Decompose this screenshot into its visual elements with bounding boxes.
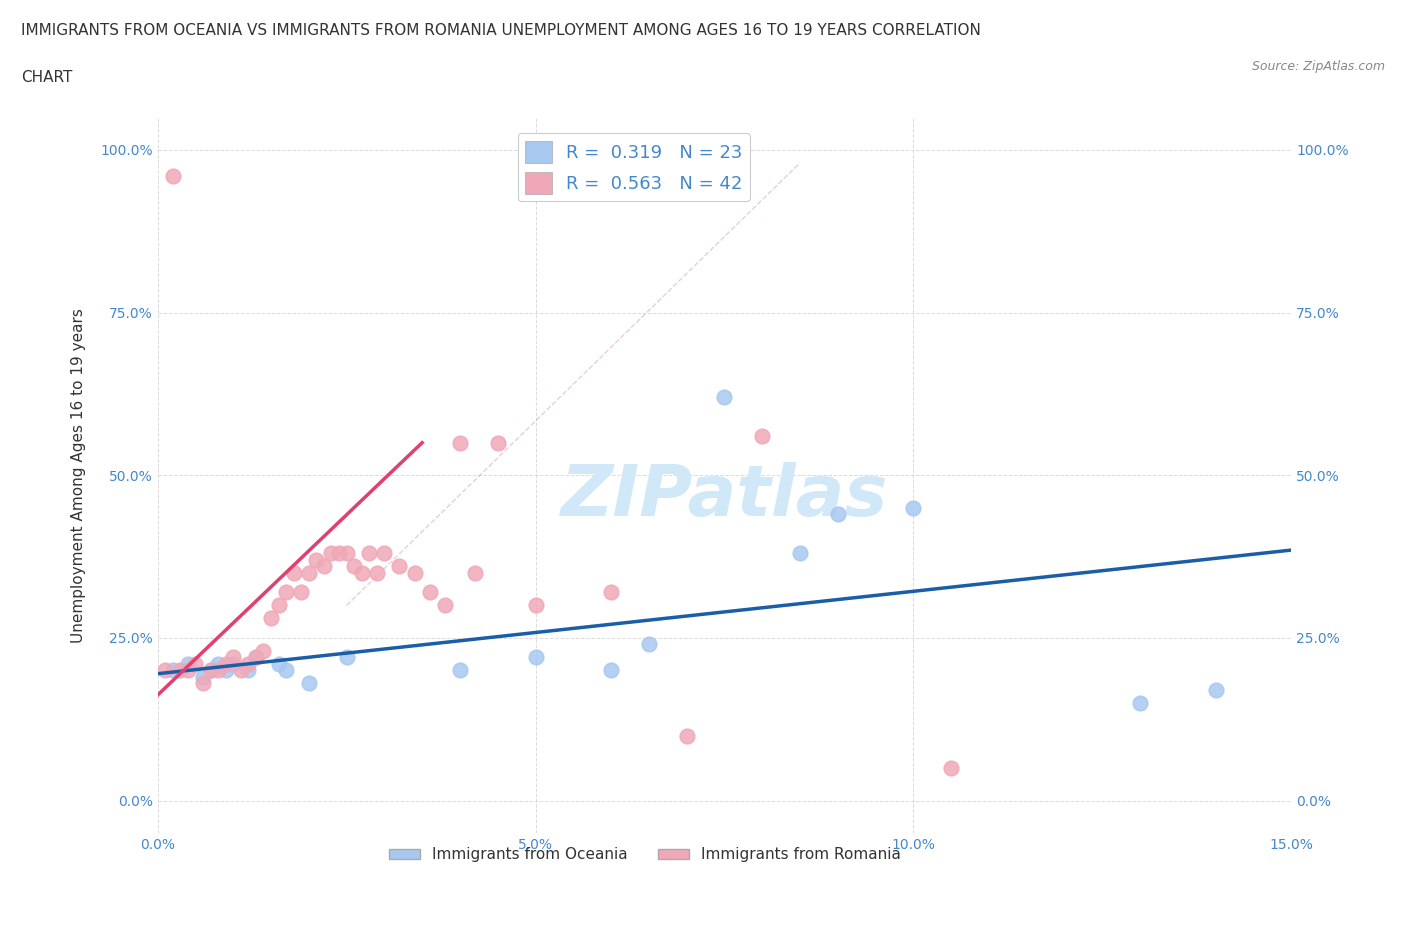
Point [449,663,471,678]
Point [238,657,260,671]
Point [600,663,623,678]
Point [600,585,623,600]
Point [464,565,486,580]
Point [245,650,267,665]
Point [191,676,214,691]
Point [162,168,184,183]
Point [267,598,290,613]
Point [941,761,963,776]
Point [789,546,811,561]
Point [214,663,236,678]
Point [388,559,411,574]
Y-axis label: Unemployment Among Ages 16 to 19 years: Unemployment Among Ages 16 to 19 years [72,308,86,643]
Point [252,644,274,658]
Point [290,585,312,600]
Point [222,657,245,671]
Point [184,657,207,671]
Point [153,663,176,678]
Point [903,500,925,515]
Text: IMMIGRANTS FROM OCEANIA VS IMMIGRANTS FROM ROMANIA UNEMPLOYMENT AMONG AGES 16 TO: IMMIGRANTS FROM OCEANIA VS IMMIGRANTS FR… [21,23,981,38]
Point [321,546,343,561]
Point [214,657,236,671]
Point [177,663,200,678]
Text: CHART: CHART [21,70,73,85]
Point [260,611,283,626]
Point [312,559,335,574]
Point [343,559,366,574]
Legend: Immigrants from Oceania, Immigrants from Romania: Immigrants from Oceania, Immigrants from… [384,842,907,869]
Point [229,663,252,678]
Point [675,728,697,743]
Point [207,663,229,678]
Point [524,650,547,665]
Point [191,670,214,684]
Point [638,637,661,652]
Point [169,663,191,678]
Point [366,565,388,580]
Point [200,663,222,678]
Point [524,598,547,613]
Point [328,546,350,561]
Point [449,435,471,450]
Point [1129,696,1152,711]
Point [419,585,441,600]
Point [207,657,229,671]
Point [298,676,321,691]
Point [177,657,200,671]
Point [335,650,357,665]
Point [162,663,184,678]
Point [486,435,509,450]
Text: ZIPatlas: ZIPatlas [561,462,889,531]
Point [238,663,260,678]
Point [274,585,297,600]
Point [298,565,321,580]
Point [433,598,456,613]
Point [245,650,267,665]
Point [827,507,849,522]
Point [350,565,373,580]
Point [274,663,297,678]
Point [751,429,773,444]
Point [373,546,395,561]
Point [222,650,245,665]
Point [359,546,381,561]
Point [335,546,357,561]
Point [713,390,735,405]
Point [267,657,290,671]
Point [404,565,426,580]
Point [1205,683,1227,698]
Point [283,565,305,580]
Point [305,552,328,567]
Point [200,663,222,678]
Text: Source: ZipAtlas.com: Source: ZipAtlas.com [1251,60,1385,73]
